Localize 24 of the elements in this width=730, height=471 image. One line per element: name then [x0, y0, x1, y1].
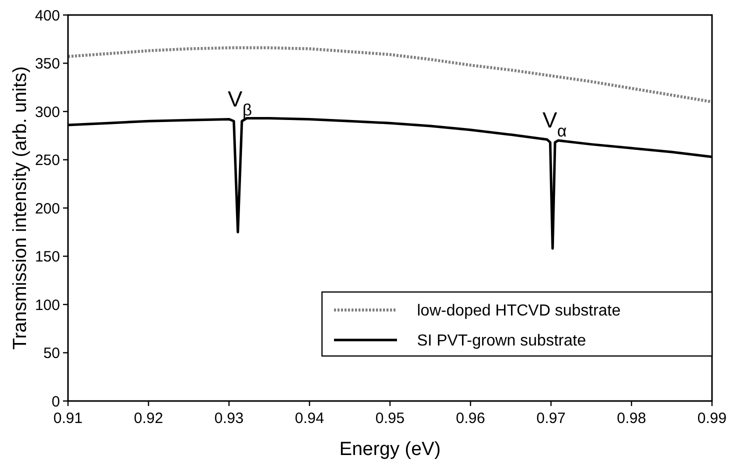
- y-tick-label: 50: [43, 345, 60, 362]
- y-tick-label: 400: [34, 7, 60, 24]
- legend-label: SI PVT-grown substrate: [417, 332, 586, 350]
- x-tick-label: 0.97: [536, 410, 566, 427]
- y-axis-title: Transmission intensity (arb. units): [10, 66, 31, 350]
- x-tick-label: 0.95: [375, 410, 405, 427]
- x-axis-title: Energy (eV): [339, 439, 441, 460]
- annotation: V$_{β}$: [228, 86, 252, 120]
- x-tick-label: 0.94: [294, 410, 324, 427]
- legend-label: low-doped HTCVD substrate: [417, 302, 621, 320]
- y-tick-label: 200: [34, 200, 60, 218]
- x-tick-label: 0.91: [53, 410, 83, 427]
- x-tick-label: 0.92: [134, 410, 164, 427]
- y-tick-label: 150: [34, 248, 60, 266]
- x-tick-label: 0.93: [214, 410, 244, 427]
- x-tick-label: 0.96: [456, 410, 486, 427]
- y-tick-label: 0: [52, 393, 60, 410]
- y-tick-label: 100: [34, 296, 60, 314]
- y-tick-label: 250: [34, 152, 60, 169]
- y-tick-label: 350: [34, 56, 60, 72]
- x-tick-label: 0.99: [697, 410, 727, 427]
- annotation: V$_{α}$: [542, 107, 568, 140]
- y-tick-label: 300: [34, 104, 60, 121]
- x-tick-label: 0.98: [616, 410, 646, 427]
